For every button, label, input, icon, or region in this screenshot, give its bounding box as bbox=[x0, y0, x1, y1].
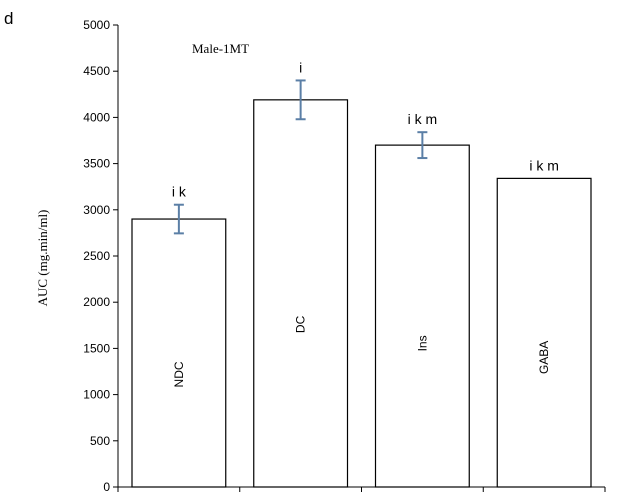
significance-label: i bbox=[299, 59, 302, 75]
category-label-ins: Ins bbox=[415, 335, 429, 351]
y-tick-label: 1500 bbox=[83, 341, 110, 355]
category-label-dc: DC bbox=[294, 315, 308, 333]
bars-group: i k NDC i DC i k m Ins i k m GABA bbox=[132, 59, 591, 487]
y-tick-label: 4000 bbox=[83, 110, 110, 124]
y-tick-label: 2000 bbox=[83, 295, 110, 309]
bar-dc bbox=[254, 100, 348, 487]
bar-ndc bbox=[132, 219, 226, 487]
chart-title: Male-1MT bbox=[192, 41, 249, 56]
category-label-gaba: GABA bbox=[537, 341, 551, 374]
y-tick-label: 500 bbox=[90, 434, 110, 448]
y-tick-label: 2500 bbox=[83, 249, 110, 263]
panel-letter: d bbox=[4, 9, 13, 28]
bar-gaba bbox=[497, 178, 591, 487]
y-tick-label: 1000 bbox=[83, 388, 110, 402]
y-tick-label: 5000 bbox=[83, 18, 110, 32]
significance-label: i k m bbox=[529, 157, 559, 173]
bar-ins bbox=[376, 145, 470, 487]
y-tick-label: 3000 bbox=[83, 203, 110, 217]
significance-label: i k m bbox=[408, 111, 438, 127]
y-tick-label: 0 bbox=[103, 480, 110, 494]
y-axis-title: AUC (mg.min/ml) bbox=[35, 210, 50, 307]
significance-label: i k bbox=[172, 184, 187, 200]
y-tick-label: 3500 bbox=[83, 157, 110, 171]
category-label-ndc: NDC bbox=[172, 361, 186, 387]
y-tick-label: 4500 bbox=[83, 64, 110, 78]
